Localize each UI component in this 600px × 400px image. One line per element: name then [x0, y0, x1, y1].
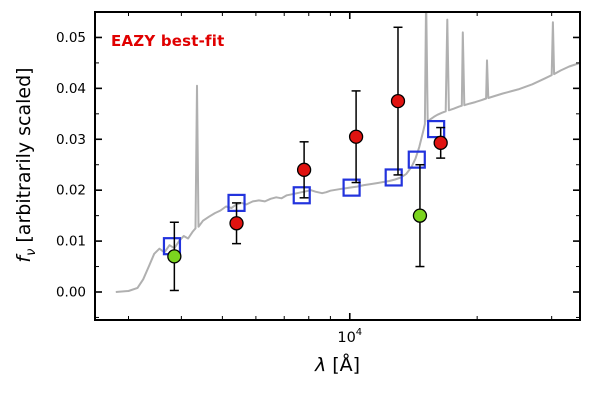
best-fit-annotation: EAZY best-fit [111, 32, 225, 50]
y-axis-subscript: ν [23, 248, 39, 256]
model-photometry-marker [292, 186, 311, 205]
flagged-photometry-series [167, 208, 428, 264]
y-axis-unit: [arbitrarily scaled] [13, 67, 35, 249]
x-tick-label: 104 [337, 327, 362, 346]
x-axis-unit: [Å] [326, 354, 361, 376]
y-tick-label: 0.00 [56, 285, 86, 301]
model-photometry-marker [342, 178, 361, 197]
y-tick-label: 0.03 [56, 132, 86, 148]
model-photometry-marker [427, 119, 446, 139]
x-axis-label: λ [Å] [95, 354, 580, 376]
model-spectrum-line [115, 12, 580, 293]
observed-photometry-marker [390, 93, 406, 109]
y-tick-label: 0.01 [56, 234, 86, 250]
flagged-photometry-marker [167, 249, 182, 264]
y-tick-label: 0.04 [56, 81, 86, 97]
observed-photometry-marker [229, 216, 244, 231]
axis-ticks [95, 11, 580, 320]
error-bars [169, 26, 446, 292]
y-axis-label: fν [arbitrarily scaled] [11, 0, 39, 335]
observed-photometry-series [229, 93, 448, 231]
observed-photometry-marker [433, 135, 448, 150]
plot-frame [94, 11, 581, 321]
model-photometry-marker [384, 168, 403, 187]
observed-photometry-marker [348, 129, 364, 144]
x-axis-symbol: λ [314, 354, 327, 376]
y-tick-label: 0.05 [56, 30, 86, 46]
observed-photometry-marker [296, 162, 312, 177]
y-axis-symbol: f [13, 255, 35, 263]
y-tick-label: 0.02 [56, 183, 86, 199]
flagged-photometry-marker [412, 208, 428, 223]
model-photometry-marker [407, 150, 426, 169]
